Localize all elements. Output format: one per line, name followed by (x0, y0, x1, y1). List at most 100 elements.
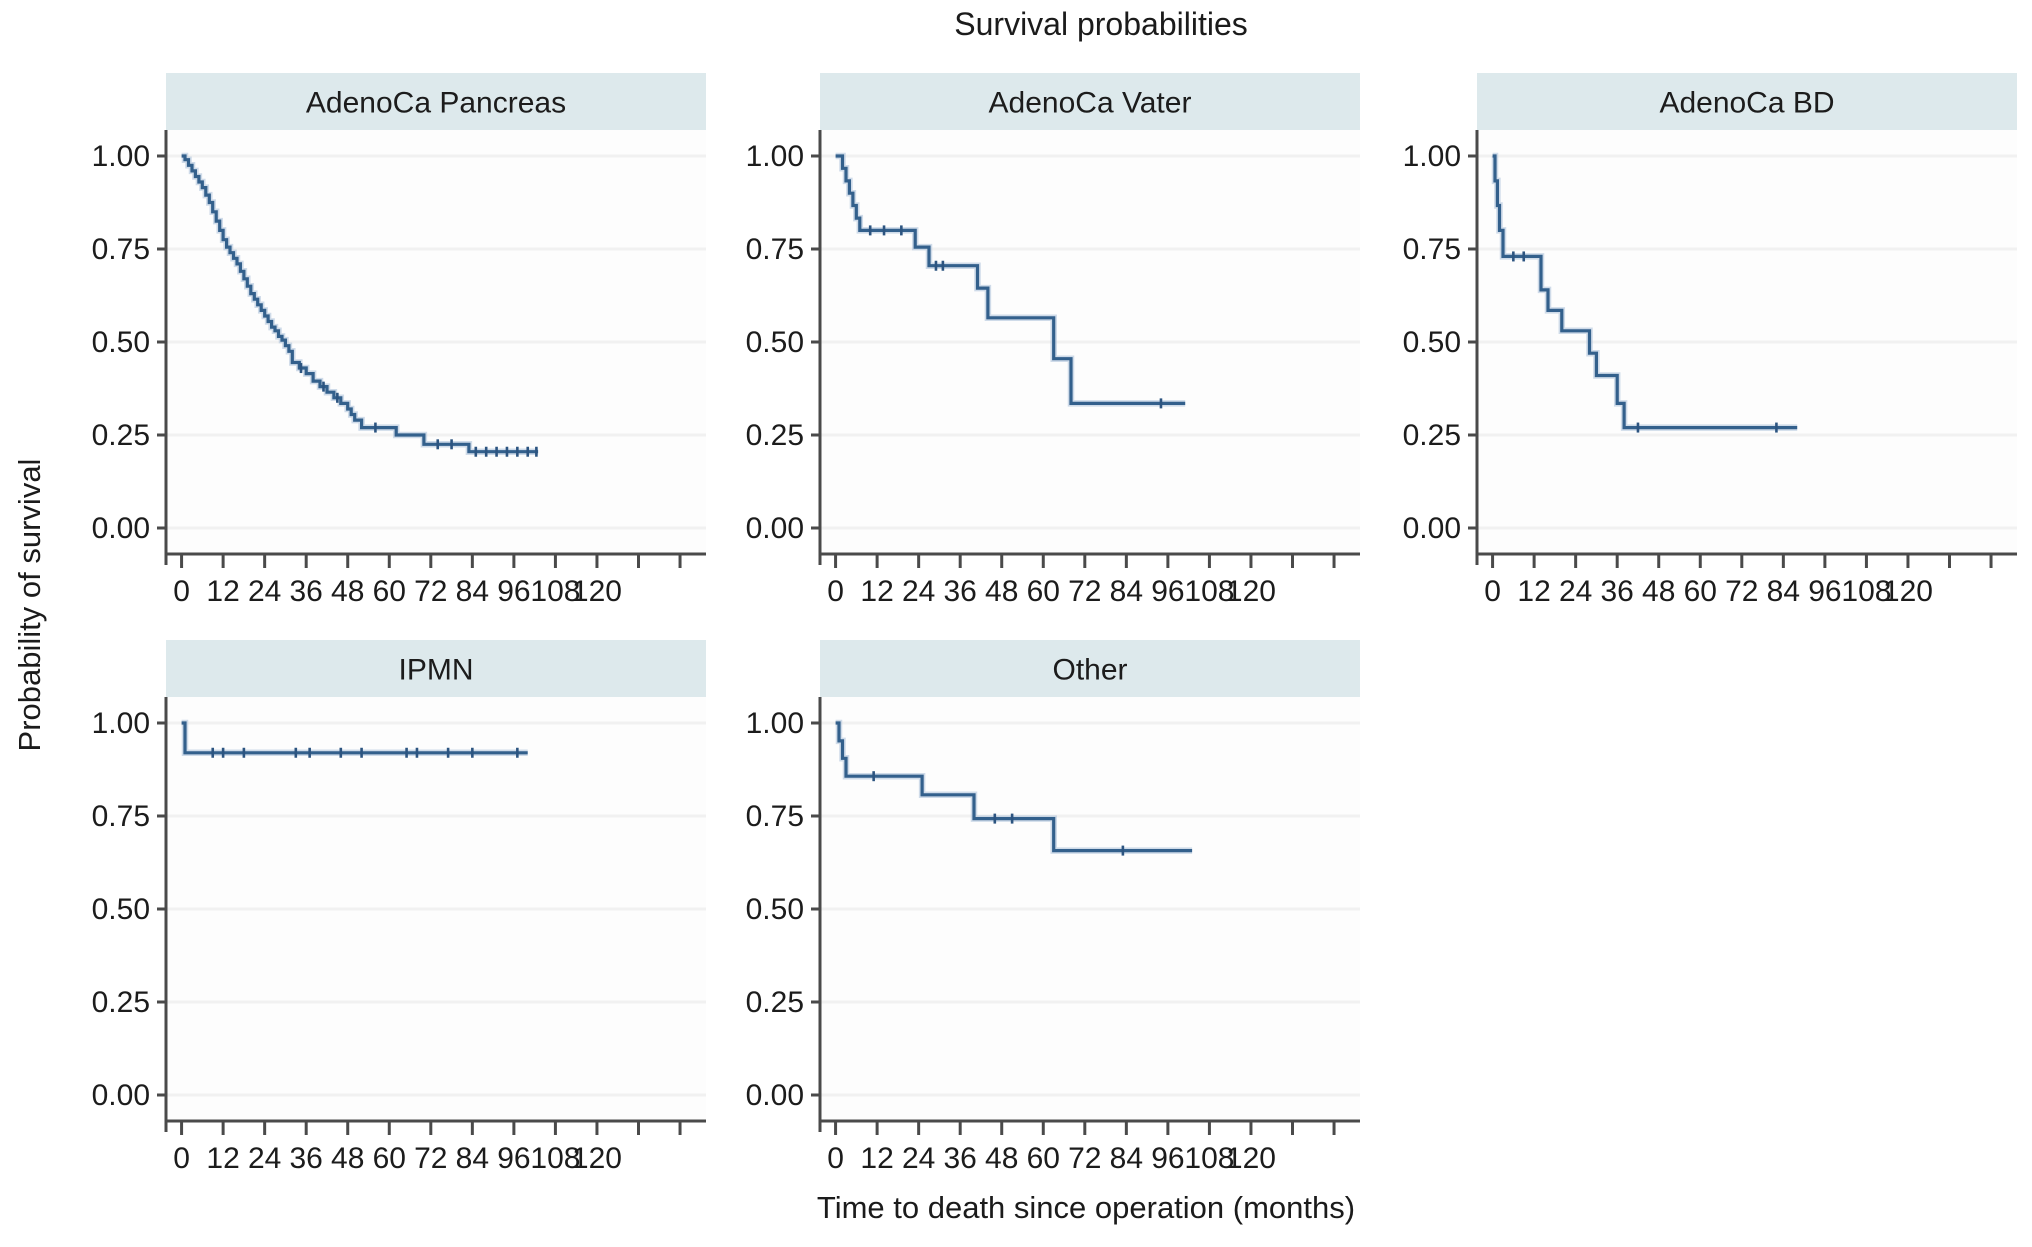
x-tick-label: 48 (985, 575, 1018, 608)
km-curve (1492, 154, 1798, 430)
y-tick-label: 0.00 (746, 512, 804, 545)
y-tick-label: 0.25 (92, 986, 150, 1019)
x-tick-label: 36 (1601, 575, 1634, 608)
x-tick-label: 24 (902, 1142, 935, 1175)
x-tick-label: 0 (827, 575, 844, 608)
y-tick-label: 1.00 (746, 140, 804, 173)
x-tick-label: 120 (572, 575, 622, 608)
x-tick-label: 48 (331, 575, 364, 608)
x-tick-label: 84 (456, 1142, 489, 1175)
panel-header (166, 640, 706, 697)
censor-marks (211, 747, 519, 758)
x-tick-label: 0 (173, 575, 190, 608)
x-tick-label: 108 (1184, 575, 1234, 608)
x-tick-label: 84 (456, 575, 489, 608)
censor-marks (868, 225, 1163, 409)
x-tick-label: 84 (1110, 575, 1143, 608)
censor-marks (299, 363, 538, 457)
y-tick-label: 0.00 (1403, 512, 1461, 545)
km-curve (181, 721, 528, 755)
censor-marks (872, 771, 1125, 856)
x-tick-label: 96 (497, 1142, 530, 1175)
x-tick-label: 0 (173, 1142, 190, 1175)
x-tick-label: 24 (1559, 575, 1592, 608)
y-tick-label: 0.00 (92, 512, 150, 545)
x-tick-label: 72 (414, 575, 447, 608)
y-tick-label: 0.00 (746, 1079, 804, 1112)
x-tick-label: 120 (1226, 575, 1276, 608)
x-tick-label: 72 (1725, 575, 1758, 608)
x-tick-label: 108 (1184, 1142, 1234, 1175)
x-tick-label: 96 (497, 575, 530, 608)
x-tick-label: 48 (1642, 575, 1675, 608)
x-tick-label: 24 (902, 575, 935, 608)
y-tick-label: 0.75 (92, 233, 150, 266)
x-tick-label: 36 (944, 575, 977, 608)
x-tick-label: 12 (206, 575, 239, 608)
x-tick-label: 72 (414, 1142, 447, 1175)
x-tick-label: 24 (248, 575, 281, 608)
y-tick-label: 1.00 (92, 140, 150, 173)
x-tick-label: 60 (373, 575, 406, 608)
y-tick-label: 0.50 (746, 326, 804, 359)
x-tick-label: 0 (827, 1142, 844, 1175)
panel-title: AdenoCa Vater (989, 87, 1192, 120)
x-tick-label: 72 (1068, 1142, 1101, 1175)
x-tick-label: 60 (1684, 575, 1717, 608)
y-tick-label: 0.25 (746, 986, 804, 1019)
y-tick-label: 0.50 (1403, 326, 1461, 359)
x-tick-label: 120 (572, 1142, 622, 1175)
x-tick-label: 84 (1767, 575, 1800, 608)
x-tick-label: 72 (1068, 575, 1101, 608)
y-axis-title: Probability of survival (12, 458, 47, 752)
x-tick-label: 96 (1808, 575, 1841, 608)
y-tick-label: 1.00 (1403, 140, 1461, 173)
panel-header (820, 73, 1360, 130)
y-tick-label: 0.75 (746, 233, 804, 266)
panel-header (166, 73, 706, 130)
panel-title: AdenoCa BD (1659, 87, 1834, 120)
y-tick-label: 1.00 (746, 707, 804, 740)
y-tick-label: 0.25 (1403, 419, 1461, 452)
y-tick-label: 0.50 (746, 893, 804, 926)
y-tick-label: 0.75 (92, 800, 150, 833)
x-tick-label: 36 (290, 575, 323, 608)
x-tick-label: 108 (1841, 575, 1891, 608)
panel-header (1477, 73, 2017, 130)
x-tick-label: 96 (1151, 575, 1184, 608)
x-tick-label: 60 (1027, 1142, 1060, 1175)
km-curve (835, 721, 1193, 853)
x-tick-label: 36 (290, 1142, 323, 1175)
y-tick-label: 0.25 (92, 419, 150, 452)
y-tick-label: 0.75 (746, 800, 804, 833)
x-tick-label: 12 (860, 1142, 893, 1175)
km-curve (835, 154, 1186, 405)
panel-adenoca-bd: AdenoCa BD0 12 24 36 48 60 72 84 96 1081201.000.7… (1403, 73, 2017, 608)
x-tick-label: 48 (331, 1142, 364, 1175)
x-tick-label: 60 (1027, 575, 1060, 608)
y-tick-label: 0.50 (92, 326, 150, 359)
censor-marks (1512, 251, 1778, 433)
y-tick-label: 0.75 (1403, 233, 1461, 266)
x-tick-label: 108 (530, 1142, 580, 1175)
y-tick-label: 0.50 (92, 893, 150, 926)
y-tick-label: 0.25 (746, 419, 804, 452)
figure-title: Survival probabilities (954, 6, 1248, 42)
panel-title: AdenoCa Pancreas (306, 87, 566, 120)
x-tick-label: 24 (248, 1142, 281, 1175)
x-tick-label: 60 (373, 1142, 406, 1175)
x-tick-label: 12 (1517, 575, 1550, 608)
x-axis-title: Time to death since operation (months) (816, 1190, 1356, 1225)
y-tick-label: 1.00 (92, 707, 150, 740)
x-tick-label: 12 (206, 1142, 239, 1175)
x-tick-label: 12 (860, 575, 893, 608)
y-tick-label: 0.00 (92, 1079, 150, 1112)
x-tick-label: 48 (985, 1142, 1018, 1175)
panel-title: IPMN (399, 654, 474, 687)
x-tick-label: 84 (1110, 1142, 1143, 1175)
